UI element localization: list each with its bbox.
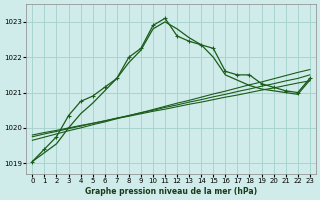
X-axis label: Graphe pression niveau de la mer (hPa): Graphe pression niveau de la mer (hPa) — [85, 187, 257, 196]
